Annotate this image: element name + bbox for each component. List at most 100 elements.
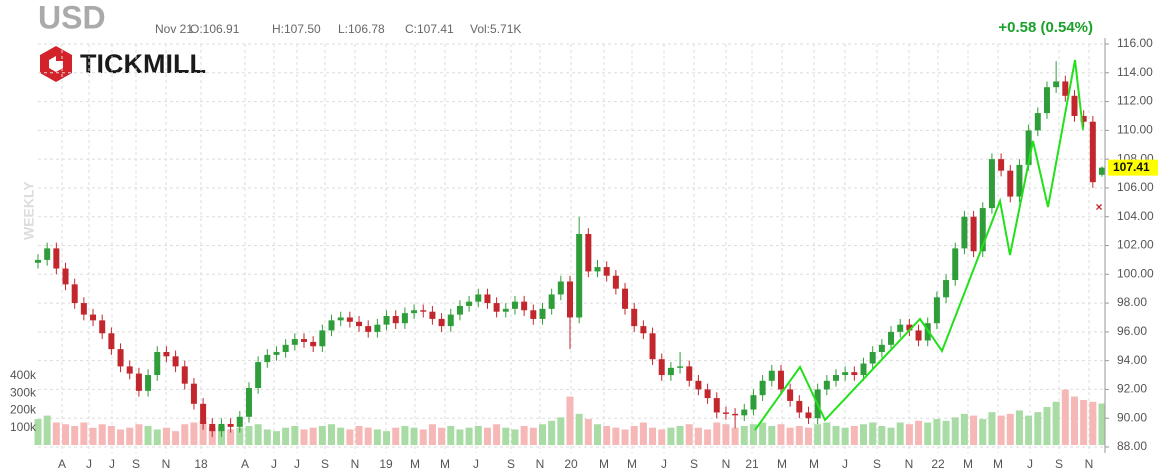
candle-body <box>539 308 546 319</box>
candle-body <box>759 380 766 396</box>
candle-body <box>658 359 665 376</box>
x-tick-label: J <box>271 457 277 471</box>
volume-bar <box>80 422 88 445</box>
volume-bar <box>502 427 510 445</box>
volume-bar <box>1098 403 1106 445</box>
y-tick-label: 116.00 <box>1117 36 1153 50</box>
volume-bar <box>850 425 858 445</box>
x-tick-label: M <box>963 457 973 471</box>
volume-bar <box>538 424 546 445</box>
candle-body <box>411 310 418 314</box>
candle-body <box>1053 81 1060 88</box>
candle-body <box>209 423 216 432</box>
x-tick-label: J <box>661 457 667 471</box>
candle-body <box>842 372 849 376</box>
candle-body <box>1071 95 1078 116</box>
candle-body <box>365 326 372 332</box>
volume-bar <box>658 429 666 445</box>
volume-bar <box>117 429 125 445</box>
candle-body <box>640 326 647 334</box>
candle-body <box>548 294 555 309</box>
volume-bar <box>804 427 812 445</box>
candle-body <box>631 308 638 327</box>
x-tick-label: M <box>440 457 450 471</box>
volume-bar <box>933 419 941 445</box>
volume-tick-label: 200k <box>10 403 37 417</box>
volume-bar <box>731 427 739 445</box>
volume-bar <box>181 424 189 445</box>
volume-bar <box>392 427 400 445</box>
candle-body <box>521 301 528 311</box>
candle-body <box>181 366 188 384</box>
candle-body <box>594 267 601 272</box>
volume-bar <box>89 427 97 445</box>
candle-body <box>383 316 390 325</box>
candle-body <box>869 352 876 364</box>
volume-bar <box>1061 389 1069 445</box>
volume-bar <box>694 427 702 445</box>
volume-bar <box>401 425 409 445</box>
volume-bar <box>144 425 152 445</box>
candle-body <box>622 288 629 309</box>
marker: × <box>1095 200 1102 214</box>
volume-bar <box>612 427 620 445</box>
y-tick-label: 94.00 <box>1117 353 1147 367</box>
volume-bar <box>337 427 345 445</box>
volume-bar <box>190 422 198 445</box>
candle-body <box>741 409 748 416</box>
candle-body <box>576 233 583 318</box>
volume-bar <box>52 422 60 445</box>
candle-body <box>530 310 537 319</box>
volume-bar <box>860 424 868 445</box>
volume-bar <box>245 425 253 445</box>
x-tick-label: 21 <box>745 457 759 471</box>
candle-body <box>145 375 152 391</box>
volume-bar <box>410 427 418 445</box>
x-tick-label: 22 <box>931 457 945 471</box>
volume-bar <box>373 429 381 445</box>
x-tick-label: S <box>132 457 140 471</box>
candle-body <box>71 284 78 304</box>
candle-body <box>282 344 289 353</box>
x-tick-label: N <box>536 457 545 471</box>
x-tick-label: J <box>473 457 479 471</box>
volume-bar <box>383 431 391 445</box>
header-field: C:107.41 <box>405 22 454 36</box>
interval: WEEKLY <box>21 181 37 240</box>
y-tick-label: 100.00 <box>1117 266 1154 280</box>
volume-bar <box>162 427 170 445</box>
candle-body <box>567 281 573 318</box>
candle-body <box>557 281 564 295</box>
candle-body <box>108 333 115 350</box>
x-tick-label: M <box>627 457 637 471</box>
volume-bar <box>291 425 299 445</box>
candle-body <box>897 324 904 332</box>
candle-body <box>264 354 271 363</box>
volume-bar <box>777 424 785 445</box>
y-tick-label: 110.00 <box>1117 123 1153 137</box>
candle-body <box>346 317 353 322</box>
volume-bar <box>318 425 326 445</box>
candle-body <box>933 297 940 324</box>
candle-body <box>475 294 482 302</box>
volume-bar <box>841 427 849 445</box>
y-tick-label: 98.00 <box>1117 295 1147 309</box>
volume-bar <box>878 425 886 445</box>
y-tick-label: 102.00 <box>1117 238 1154 252</box>
x-tick-label: J <box>86 457 92 471</box>
candle-body <box>787 389 794 401</box>
candle-body <box>218 423 225 432</box>
volume-bar <box>107 425 115 445</box>
candle-body <box>1007 170 1014 197</box>
x-tick-label: N <box>351 457 360 471</box>
y-tick-label: 112.00 <box>1117 94 1153 108</box>
volume-bar <box>566 396 574 445</box>
candle-body <box>878 344 885 353</box>
volume-bar <box>832 425 840 445</box>
change: +0.58 (0.54%) <box>998 19 1093 36</box>
candle-body <box>273 352 280 355</box>
candle-body <box>906 324 913 331</box>
volume-bar <box>1006 413 1014 445</box>
brand: TICKMILL <box>80 49 206 79</box>
volume-bar <box>603 425 611 445</box>
